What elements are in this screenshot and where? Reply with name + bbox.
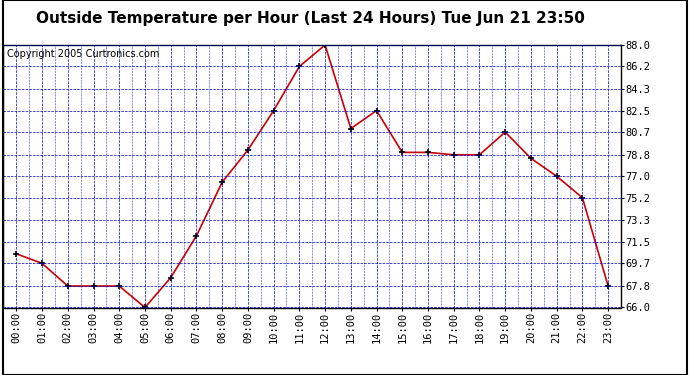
Text: Outside Temperature per Hour (Last 24 Hours) Tue Jun 21 23:50: Outside Temperature per Hour (Last 24 Ho…	[36, 11, 585, 26]
Text: Copyright 2005 Curtronics.com: Copyright 2005 Curtronics.com	[6, 49, 159, 59]
